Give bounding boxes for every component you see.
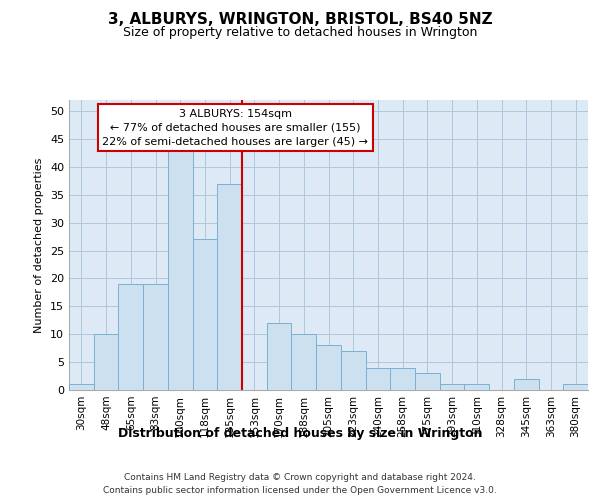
Bar [143,284,168,390]
Text: 3 ALBURYS: 154sqm
← 77% of detached houses are smaller (155)
22% of semi-detache: 3 ALBURYS: 154sqm ← 77% of detached hous… [102,108,368,146]
Bar [390,368,415,390]
Bar [514,379,539,390]
Bar [464,384,489,390]
Text: 3, ALBURYS, WRINGTON, BRISTOL, BS40 5NZ: 3, ALBURYS, WRINGTON, BRISTOL, BS40 5NZ [107,12,493,28]
Bar [316,346,341,390]
Text: Contains HM Land Registry data © Crown copyright and database right 2024.: Contains HM Land Registry data © Crown c… [124,472,476,482]
Bar [94,334,118,390]
Text: Contains public sector information licensed under the Open Government Licence v3: Contains public sector information licen… [103,486,497,495]
Text: Distribution of detached houses by size in Wrington: Distribution of detached houses by size … [118,428,482,440]
Bar [341,351,365,390]
Bar [440,384,464,390]
Text: Size of property relative to detached houses in Wrington: Size of property relative to detached ho… [123,26,477,39]
Bar [563,384,588,390]
Bar [217,184,242,390]
Bar [193,240,217,390]
Bar [365,368,390,390]
Y-axis label: Number of detached properties: Number of detached properties [34,158,44,332]
Bar [69,384,94,390]
Bar [118,284,143,390]
Bar [415,374,440,390]
Bar [267,323,292,390]
Bar [292,334,316,390]
Bar [168,139,193,390]
